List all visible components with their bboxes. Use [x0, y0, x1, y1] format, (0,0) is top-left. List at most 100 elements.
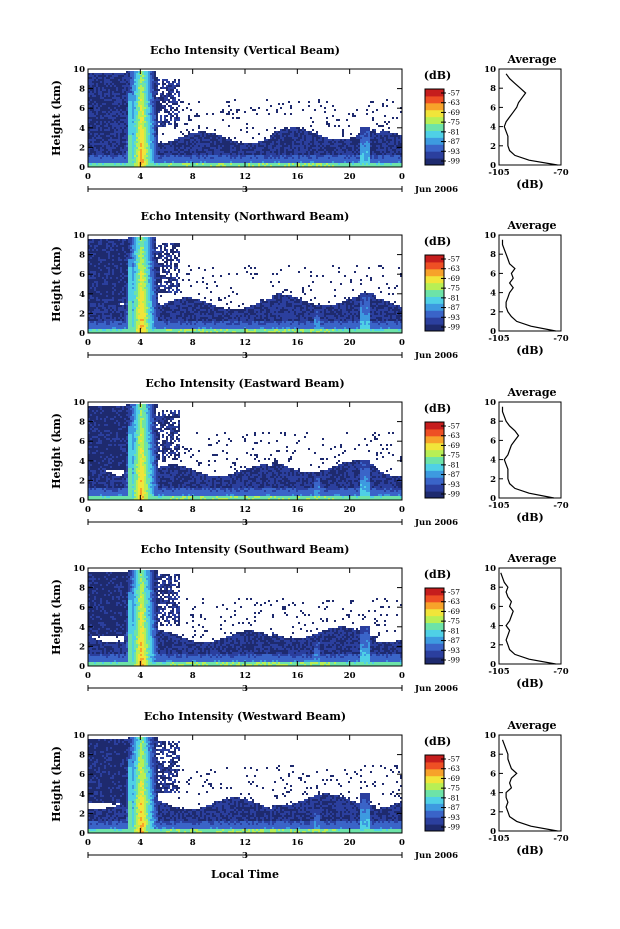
- heatmap-cell: [258, 163, 260, 165]
- heatmap-cell: [144, 79, 146, 81]
- heatmap-cell: [390, 157, 392, 159]
- heatmap-cell: [102, 157, 104, 159]
- heatmap-cell: [398, 137, 400, 139]
- heatmap-cell: [162, 101, 164, 103]
- heatmap-cell: [98, 323, 100, 325]
- heatmap-cell: [198, 133, 200, 135]
- heatmap-cell: [336, 149, 338, 151]
- heatmap-cell: [126, 255, 128, 257]
- heatmap-cell: [122, 271, 124, 273]
- heatmap-cell: [350, 155, 352, 157]
- heatmap-cell: [362, 127, 364, 129]
- heatmap-cell: [288, 163, 290, 165]
- heatmap-cell: [208, 133, 210, 135]
- heatmap-cell: [140, 71, 142, 73]
- heatmap-cell: [334, 159, 336, 161]
- heatmap-cell: [148, 125, 150, 127]
- heatmap-cell: [160, 117, 162, 119]
- colorbar-tick-label: -57: [448, 89, 460, 98]
- heatmap-cell: [114, 253, 116, 255]
- heatmap-cell: [96, 127, 98, 129]
- heatmap-cell: [268, 143, 270, 145]
- heatmap-cell: [114, 279, 116, 281]
- heatmap-cell: [190, 157, 192, 159]
- heatmap-cell: [100, 157, 102, 159]
- heatmap-cell: [336, 119, 338, 121]
- heatmap-cell: [170, 153, 172, 155]
- heatmap-cell: [116, 101, 118, 103]
- heatmap-cell: [342, 145, 344, 147]
- heatmap-cell: [366, 113, 368, 115]
- heatmap-cell: [142, 163, 144, 165]
- heatmap-cell: [308, 145, 310, 147]
- heatmap-cell: [256, 113, 258, 115]
- heatmap-cell: [124, 73, 126, 75]
- heatmap-cell: [286, 139, 288, 141]
- heatmap-cell: [120, 239, 122, 241]
- heatmap-cell: [136, 75, 138, 77]
- heatmap-cell: [204, 151, 206, 153]
- heatmap-cell: [146, 133, 148, 135]
- heatmap-cell: [280, 141, 282, 143]
- heatmap-cell: [122, 309, 124, 311]
- heatmap-cell: [100, 247, 102, 249]
- heatmap-cell: [234, 165, 236, 167]
- heatmap-cell: [296, 131, 298, 133]
- heatmap-cell: [116, 127, 118, 129]
- heatmap-cell: [334, 157, 336, 159]
- heatmap-cell: [172, 83, 174, 85]
- heatmap-cell: [90, 141, 92, 143]
- heatmap-cell: [94, 251, 96, 253]
- heatmap-cell: [90, 85, 92, 87]
- heatmap-cell: [214, 159, 216, 161]
- heatmap-cell: [100, 331, 102, 333]
- heatmap-cell: [336, 143, 338, 145]
- heatmap-cell: [104, 147, 106, 149]
- heatmap-cell: [120, 315, 122, 317]
- heatmap-cell: [276, 151, 278, 153]
- heatmap-cell: [294, 133, 296, 135]
- heatmap-cell: [350, 137, 352, 139]
- heatmap-cell: [258, 161, 260, 163]
- heatmap-cell: [92, 241, 94, 243]
- heatmap-cell: [106, 161, 108, 163]
- heatmap-cell: [174, 163, 176, 165]
- heatmap-cell: [350, 139, 352, 141]
- heatmap-cell: [314, 159, 316, 161]
- heatmap-cell: [124, 147, 126, 149]
- heatmap-cell: [206, 143, 208, 145]
- heatmap-cell: [158, 161, 160, 163]
- heatmap-cell: [252, 153, 254, 155]
- heatmap-cell: [376, 133, 378, 135]
- heatmap-cell: [120, 293, 122, 295]
- heatmap-cell: [124, 135, 126, 137]
- heatmap-cell: [152, 73, 154, 75]
- heatmap-cell: [128, 289, 130, 291]
- heatmap-cell: [374, 153, 376, 155]
- heatmap-cell: [100, 131, 102, 133]
- heatmap-cell: [392, 149, 394, 151]
- heatmap-cell: [182, 133, 184, 135]
- heatmap-cell: [92, 249, 94, 251]
- heatmap-cell: [98, 317, 100, 319]
- heatmap-cell: [90, 137, 92, 139]
- heatmap-cell: [122, 157, 124, 159]
- heatmap-cell: [130, 109, 132, 111]
- heatmap-cell: [148, 91, 150, 93]
- heatmap-cell: [112, 281, 114, 283]
- heatmap-cell: [98, 91, 100, 93]
- heatmap-cell: [124, 301, 126, 303]
- heatmap-cell: [128, 145, 130, 147]
- heatmap-cell: [108, 307, 110, 309]
- heatmap-cell: [106, 133, 108, 135]
- heatmap-cell: [100, 243, 102, 245]
- heatmap-cell: [310, 151, 312, 153]
- heatmap-cell: [106, 143, 108, 145]
- heatmap-cell: [120, 127, 122, 129]
- heatmap-cell: [92, 143, 94, 145]
- heatmap-cell: [126, 319, 128, 321]
- heatmap-cell: [354, 155, 356, 157]
- heatmap-cell: [110, 265, 112, 267]
- heatmap-cell: [282, 151, 284, 153]
- heatmap-cell: [118, 129, 120, 131]
